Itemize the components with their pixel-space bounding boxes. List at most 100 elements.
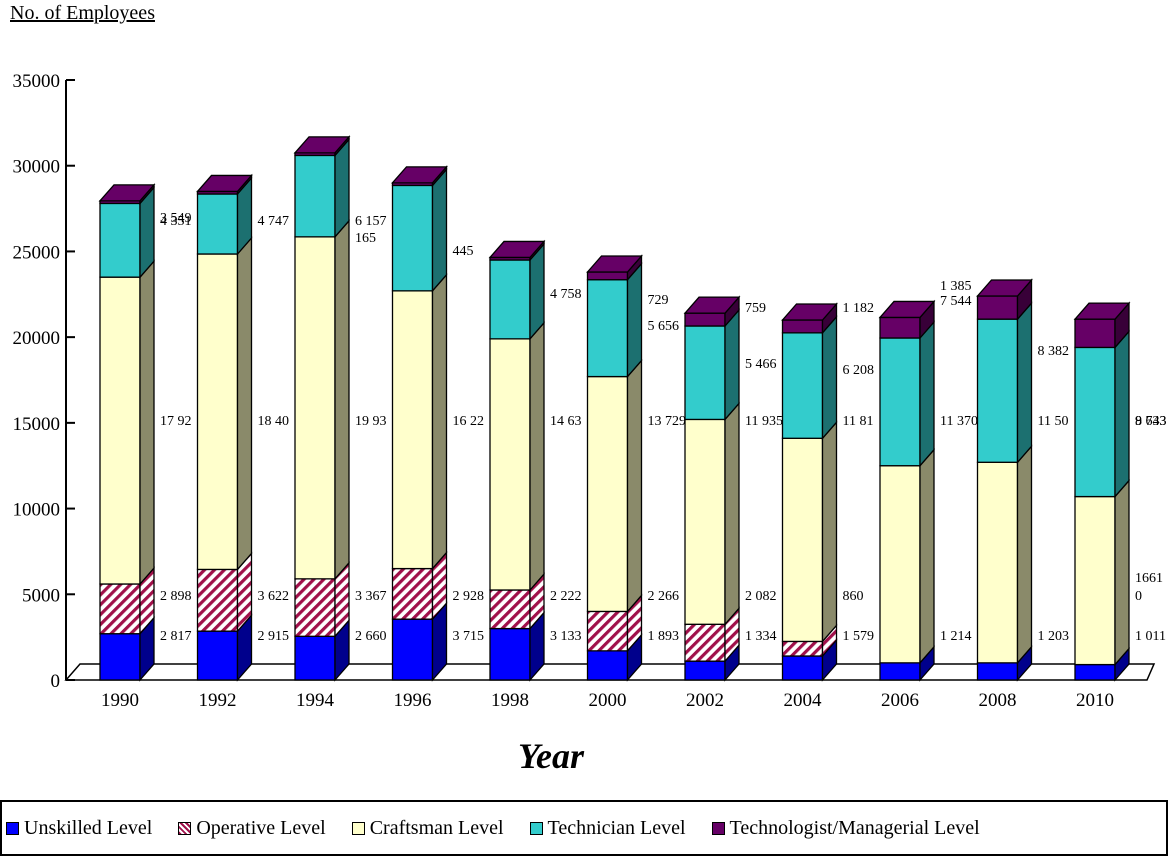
bar-side bbox=[1016, 301, 1033, 465]
legend-label: Technician Level bbox=[547, 816, 686, 839]
bar-segment bbox=[391, 618, 434, 681]
x-tick-label: 1996 bbox=[394, 690, 432, 711]
legend-swatch bbox=[351, 821, 365, 835]
data-label: 4 758 bbox=[550, 287, 582, 302]
data-label: 1661 bbox=[1135, 571, 1163, 586]
bar-segment bbox=[196, 630, 239, 681]
data-label: 16 22 bbox=[453, 414, 485, 429]
legend-label: Unskilled Level bbox=[24, 816, 153, 839]
bar-segment bbox=[294, 635, 336, 681]
bar-side bbox=[724, 401, 740, 627]
x-tick-label: 1992 bbox=[199, 690, 237, 711]
bar-segment bbox=[196, 253, 239, 571]
data-label: 2 928 bbox=[453, 589, 485, 604]
bar-segment bbox=[391, 567, 434, 620]
y-tick-label: 25000 bbox=[13, 242, 61, 263]
legend-item: Technician Level bbox=[529, 816, 686, 840]
bar-side bbox=[821, 315, 838, 441]
bar-segment bbox=[781, 332, 824, 439]
data-label: 1 214 bbox=[940, 629, 972, 644]
data-label: 5 466 bbox=[745, 357, 777, 372]
y-tick-label: 10000 bbox=[13, 500, 61, 521]
legend-label: Technologist/Managerial Level bbox=[729, 816, 980, 839]
legend-item: Craftsman Level bbox=[351, 816, 504, 840]
bar-segment bbox=[684, 660, 726, 681]
data-label: 19 93 bbox=[355, 414, 387, 429]
data-label: 4 351 bbox=[160, 214, 192, 229]
bar-side bbox=[1016, 444, 1033, 665]
x-tick-label: 1990 bbox=[101, 690, 139, 711]
bar-top bbox=[781, 303, 838, 321]
bar-segment bbox=[586, 279, 629, 378]
bar-top bbox=[1073, 302, 1131, 320]
x-tick-label: 2000 bbox=[589, 690, 627, 711]
bar-segment bbox=[489, 589, 531, 630]
bar-segment bbox=[1074, 346, 1116, 498]
bar-segment bbox=[586, 375, 629, 613]
bar-segment bbox=[586, 271, 629, 281]
data-label: 2 915 bbox=[258, 629, 290, 644]
legend-label: Craftsman Level bbox=[369, 816, 504, 839]
y-tick-label: 5000 bbox=[22, 585, 60, 606]
data-label: 2 898 bbox=[160, 589, 192, 604]
bar-segment bbox=[586, 610, 629, 652]
bar-segment bbox=[99, 202, 141, 278]
data-label: 3 133 bbox=[550, 629, 582, 644]
legend-item: Operative Level bbox=[178, 816, 326, 840]
legend-swatch bbox=[178, 821, 192, 835]
data-label: 11 370 bbox=[940, 414, 978, 429]
data-label: 3 549 bbox=[160, 211, 192, 226]
legend-label: Operative Level bbox=[196, 816, 326, 839]
data-label: 759 bbox=[745, 301, 766, 316]
legend-swatch bbox=[6, 821, 19, 835]
bar-top bbox=[488, 240, 546, 259]
legend-item: Technologist/Managerial Level bbox=[711, 816, 980, 840]
data-label: 11 50 bbox=[1038, 414, 1069, 429]
bar-top bbox=[293, 136, 351, 154]
bar-segment bbox=[684, 418, 726, 625]
data-label: 2 082 bbox=[745, 589, 777, 604]
y-axis-title: No. of Employees bbox=[10, 2, 155, 24]
data-label: 1 893 bbox=[648, 629, 680, 644]
bar-segment bbox=[976, 461, 1019, 664]
data-label: 8 382 bbox=[1038, 344, 1070, 359]
bar-segment bbox=[684, 312, 726, 327]
data-label: 2 817 bbox=[160, 629, 192, 644]
data-label: 165 bbox=[355, 231, 376, 246]
data-label: 6 208 bbox=[843, 363, 875, 378]
data-label: 1 011 bbox=[1135, 629, 1166, 644]
x-tick-label: 1994 bbox=[296, 690, 335, 711]
bar-top bbox=[391, 166, 448, 184]
bar-segment bbox=[196, 193, 239, 255]
bar-segment bbox=[196, 568, 239, 632]
bar-segment bbox=[294, 154, 336, 238]
bar-side bbox=[626, 261, 643, 379]
data-label: 1 579 bbox=[843, 629, 875, 644]
bar-segment bbox=[781, 655, 824, 681]
bar-segment bbox=[684, 623, 726, 662]
bar-segment bbox=[1074, 318, 1116, 349]
y-tick-label: 20000 bbox=[13, 328, 61, 349]
data-label: 1 385 bbox=[940, 279, 972, 294]
bar-segment bbox=[976, 295, 1019, 320]
legend: Unskilled Level Operative Level Craftsman … bbox=[0, 800, 1168, 856]
bar-segment bbox=[976, 662, 1019, 681]
data-label: 2 660 bbox=[355, 629, 387, 644]
bar-segment bbox=[1074, 663, 1116, 681]
bar-segment bbox=[879, 316, 921, 339]
x-tick-label: 2008 bbox=[979, 690, 1017, 711]
data-label: 3 367 bbox=[355, 589, 387, 604]
bar-side bbox=[919, 447, 935, 665]
bar-top bbox=[683, 296, 741, 314]
bar-top bbox=[976, 279, 1033, 297]
bar-side bbox=[334, 137, 350, 239]
data-label: 8 733 bbox=[1135, 414, 1167, 429]
bar-top bbox=[878, 300, 936, 319]
bar-side bbox=[334, 219, 350, 581]
bar-segment bbox=[99, 633, 141, 681]
data-label: 2 266 bbox=[648, 589, 680, 604]
x-tick-label: 2002 bbox=[686, 690, 724, 711]
bar-segment bbox=[684, 325, 726, 421]
bar-segment bbox=[294, 578, 336, 637]
